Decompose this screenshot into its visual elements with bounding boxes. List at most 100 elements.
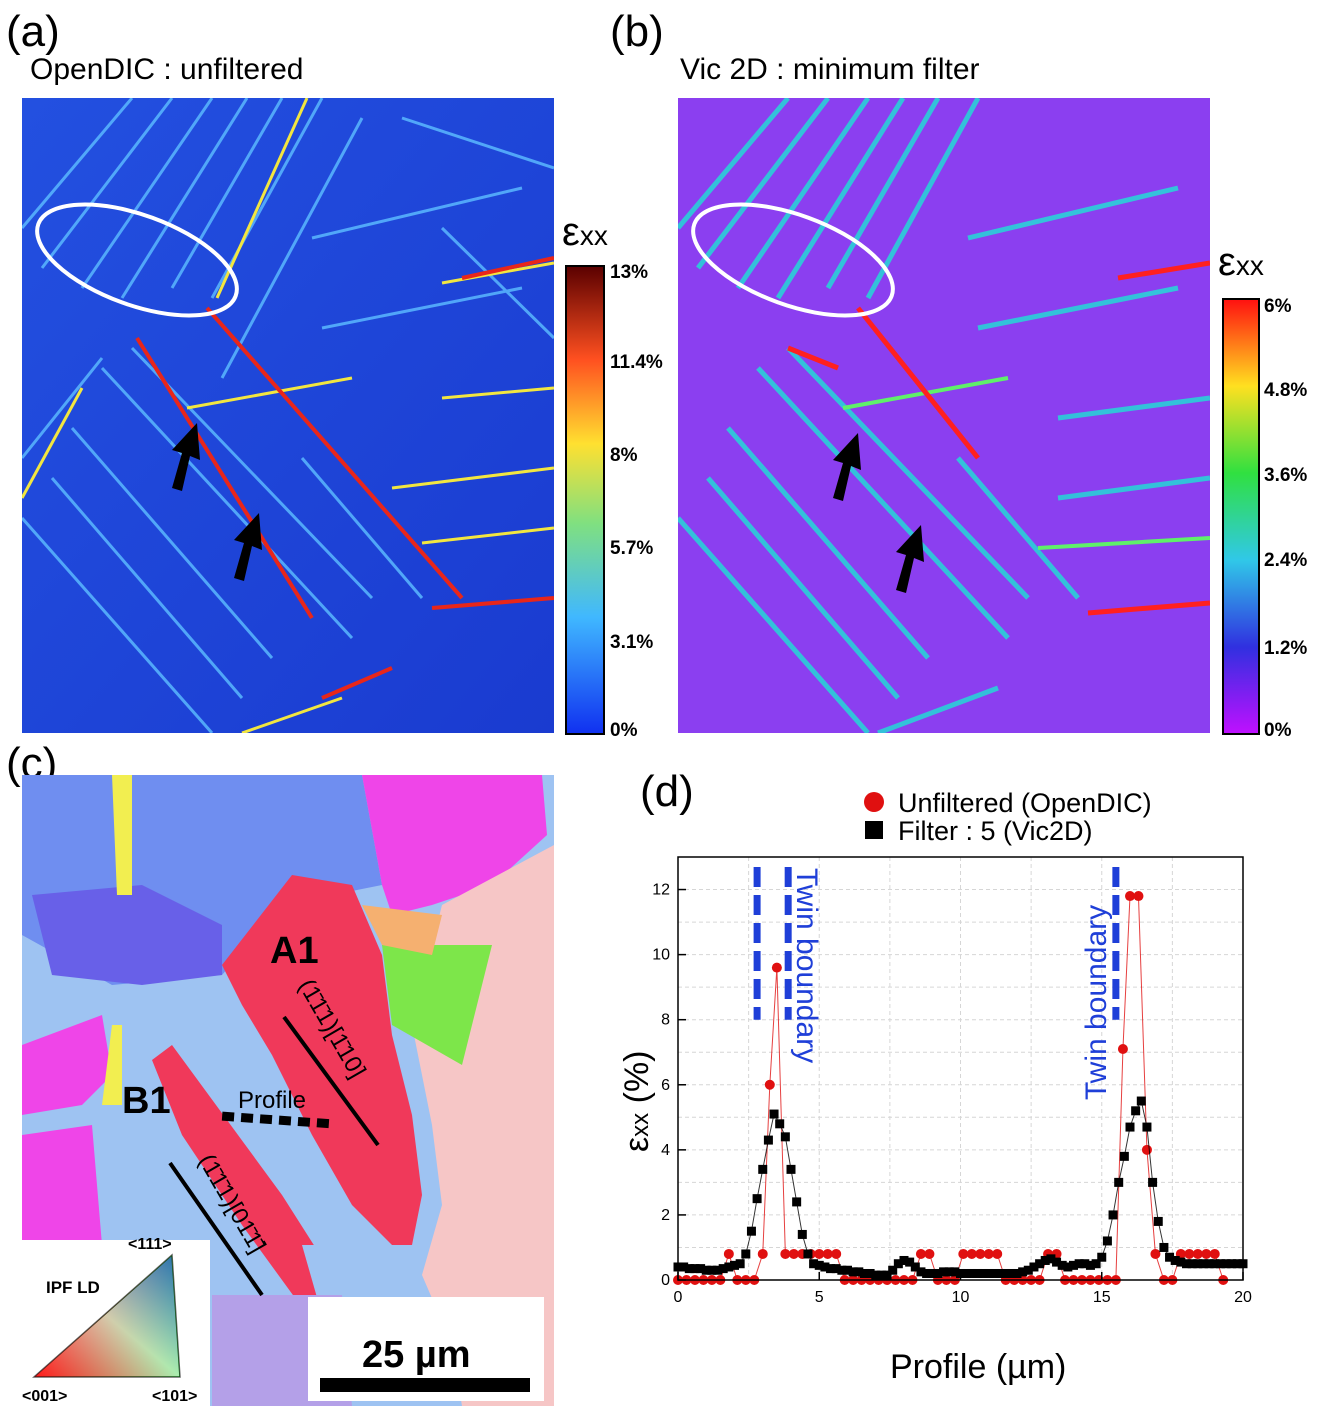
data-point-unfiltered	[822, 1248, 833, 1259]
data-point-filtered	[1131, 1106, 1141, 1116]
grain-b-label: B1	[122, 1080, 171, 1122]
data-point-filtered	[1057, 1260, 1067, 1270]
data-point-filtered	[1148, 1177, 1158, 1187]
vic2d-strain-map	[678, 98, 1210, 733]
arrow-icon	[896, 525, 924, 593]
panel-a-letter: (a)	[6, 7, 60, 56]
data-point-filtered	[1040, 1255, 1050, 1265]
data-point-filtered	[1069, 1260, 1078, 1270]
data-point-filtered	[1210, 1259, 1220, 1269]
data-point-filtered	[797, 1229, 807, 1239]
data-point-filtered	[995, 1268, 1005, 1278]
colorbar-b-tick: 3.6%	[1264, 465, 1308, 486]
data-point-filtered	[707, 1265, 717, 1275]
data-point-filtered	[1114, 1177, 1124, 1187]
data-point-filtered	[746, 1226, 756, 1236]
legend-marker-unfiltered	[864, 792, 884, 812]
data-point-filtered	[763, 1135, 773, 1145]
data-point-filtered	[882, 1270, 892, 1280]
data-point-filtered	[876, 1270, 886, 1280]
data-point-unfiltered	[1125, 891, 1135, 902]
data-point-filtered	[1052, 1257, 1062, 1267]
opendic-strain-map	[22, 98, 554, 733]
data-point-filtered	[910, 1262, 920, 1272]
data-point-filtered	[1221, 1259, 1231, 1269]
colorbar-a-tick: 8%	[610, 445, 638, 466]
data-point-unfiltered	[723, 1248, 734, 1259]
x-tick-label: 0	[674, 1289, 683, 1306]
data-point-filtered	[888, 1265, 898, 1275]
data-point-filtered	[1159, 1242, 1169, 1252]
data-point-filtered	[939, 1267, 949, 1277]
data-point-filtered	[718, 1264, 728, 1274]
data-point-filtered	[786, 1164, 796, 1174]
twin-boundary-left: Twin boundary	[790, 868, 823, 1063]
colorbar-b	[1222, 298, 1260, 735]
data-point-filtered	[1215, 1259, 1225, 1269]
data-point-filtered	[758, 1164, 768, 1174]
colorbar-a-tick: 3.1%	[610, 632, 654, 653]
data-point-filtered	[1108, 1210, 1118, 1220]
data-point-unfiltered	[975, 1248, 986, 1259]
data-point-filtered	[679, 1262, 689, 1272]
twin-boundary-right: Twin boundary	[1080, 905, 1113, 1100]
data-point-filtered	[1012, 1268, 1022, 1278]
data-point-unfiltered	[915, 1248, 926, 1259]
panel-a-title: OpenDIC : unfiltered	[30, 53, 304, 86]
legend-label-unfiltered: Unfiltered (OpenDIC)	[898, 788, 1152, 818]
data-point-unfiltered	[1150, 1248, 1161, 1259]
data-point-filtered	[967, 1268, 977, 1278]
x-tick-label: 5	[815, 1289, 824, 1306]
data-point-unfiltered	[1141, 1144, 1152, 1155]
data-point-unfiltered	[992, 1248, 1003, 1259]
colorbar-a-tick: 11.4%	[610, 352, 663, 373]
scale-bar-label: 25 µm	[362, 1334, 471, 1376]
data-point-filtered	[972, 1268, 982, 1278]
data-point-filtered	[713, 1265, 723, 1275]
data-point-unfiltered	[958, 1248, 969, 1259]
data-point-filtered	[1097, 1252, 1107, 1262]
colorbar-b-tick: 1.2%	[1264, 638, 1308, 659]
data-point-unfiltered	[1184, 1248, 1195, 1259]
data-point-filtered	[950, 1267, 960, 1277]
ipf-corner-001: <001>	[22, 1388, 67, 1405]
data-point-filtered	[978, 1268, 988, 1278]
strain-profile-chart: Unfiltered (OpenDIC) Filter : 5 (Vic2D) …	[618, 788, 1252, 1386]
data-point-filtered	[1001, 1268, 1011, 1278]
colorbar-a-tick: 0%	[610, 720, 638, 741]
x-axis-label: Profile (µm)	[890, 1348, 1066, 1386]
data-point-unfiltered	[1117, 1043, 1128, 1054]
colorbar-b-tick: 4.8%	[1264, 380, 1308, 401]
data-point-filtered	[916, 1267, 926, 1277]
data-point-filtered	[1153, 1216, 1163, 1226]
data-point-filtered	[1227, 1259, 1237, 1269]
data-point-filtered	[1074, 1259, 1084, 1269]
arrow-icon	[234, 513, 262, 581]
data-point-filtered	[893, 1259, 903, 1269]
data-point-filtered	[1102, 1236, 1112, 1246]
data-point-filtered	[1204, 1259, 1214, 1269]
data-point-unfiltered	[788, 1248, 799, 1259]
data-point-filtered	[741, 1249, 751, 1259]
data-point-unfiltered	[1209, 1248, 1220, 1259]
data-point-filtered	[905, 1257, 915, 1267]
data-point-filtered	[989, 1268, 999, 1278]
data-point-filtered	[1182, 1259, 1191, 1269]
data-point-filtered	[927, 1268, 937, 1278]
ipf-corner-101: <101>	[152, 1388, 197, 1405]
data-point-filtered	[780, 1132, 790, 1142]
y-tick-label: 2	[661, 1207, 670, 1224]
data-point-filtered	[1176, 1257, 1186, 1267]
x-tick-label: 20	[1234, 1289, 1252, 1306]
y-tick-label: 10	[652, 947, 670, 964]
data-point-unfiltered	[780, 1248, 791, 1259]
ipf-grain-map: A1 B1 Profile (1̄1̄1)[1̄10] (1̄1̄1)[01̄1…	[22, 775, 554, 1406]
y-axis-label: εxx (%)	[618, 1051, 656, 1153]
data-point-filtered	[848, 1267, 858, 1277]
y-tick-label: 6	[661, 1077, 670, 1094]
grain-a-label: A1	[270, 930, 319, 972]
colorbar-a-tick: 5.7%	[610, 538, 654, 559]
data-point-unfiltered	[1133, 891, 1144, 902]
data-point-filtered	[1119, 1151, 1129, 1161]
data-point-filtered	[1006, 1268, 1016, 1278]
